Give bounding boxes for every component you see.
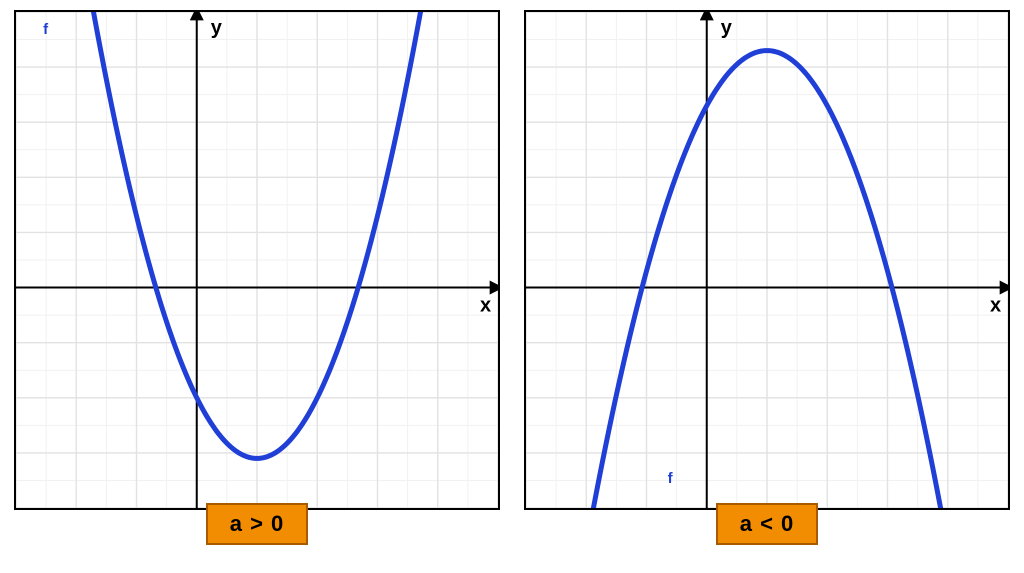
x-axis-label: x — [990, 295, 1001, 317]
y-axis-label: y — [721, 17, 733, 39]
panel-right: xyf a < 0 — [524, 10, 1010, 563]
x-axis-label: x — [480, 295, 491, 317]
figure-container: xyf a > 0 xyf a < 0 — [0, 0, 1024, 573]
y-axis-label: y — [211, 17, 223, 39]
plot-svg-right: xyf — [526, 12, 1008, 508]
caption-row-right: a < 0 — [524, 494, 1010, 554]
caption-right: a < 0 — [716, 503, 819, 545]
caption-left: a > 0 — [206, 503, 309, 545]
plot-svg-left: xyf — [16, 12, 498, 508]
panel-left: xyf a > 0 — [14, 10, 500, 563]
plot-area-left: xyf — [14, 10, 500, 510]
caption-row-left: a > 0 — [14, 494, 500, 554]
plot-area-right: xyf — [524, 10, 1010, 510]
